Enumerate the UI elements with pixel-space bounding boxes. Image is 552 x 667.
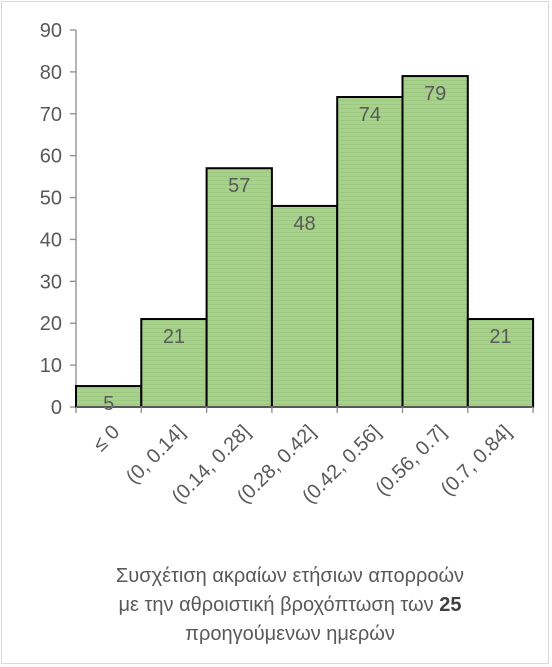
bar (270, 204, 339, 408)
y-tick-label: 20 (40, 313, 62, 335)
caption-line-3: προηγούμενων ημερών (185, 623, 395, 645)
bar (140, 318, 208, 408)
bar-value-label: 5 (103, 393, 114, 415)
y-tick-label: 80 (40, 62, 62, 84)
caption-line-1: Συσχέτιση ακραίων ετήσιων απορροών (115, 565, 465, 587)
bar (401, 75, 469, 408)
y-tick-label: 0 (51, 397, 62, 419)
x-axis-caption: Συσχέτιση ακραίων ετήσιων απορροών με τη… (40, 562, 540, 649)
x-tick-label: ≤ 0 (89, 421, 124, 456)
caption-line-2: με την αθροιστική βροχόπτωση των 25 (40, 591, 540, 620)
x-axis: ≤ 0(0, 0.14](0.14, 0.28](0.28, 0.42](0.4… (75, 406, 534, 508)
y-tick-label: 10 (40, 355, 62, 377)
x-tick-label: (0.56, 0.7] (371, 421, 450, 500)
bar-value-label: 21 (489, 326, 511, 348)
y-tick-label: 70 (40, 104, 62, 126)
bar-value-label: 57 (228, 175, 250, 197)
caption-line-2-text: με την αθροιστική βροχόπτωση των (118, 594, 440, 616)
y-tick-label: 50 (40, 188, 62, 210)
y-tick-label: 30 (40, 271, 62, 293)
x-tick-label: (0.7, 0.84] (437, 421, 516, 500)
bar (336, 96, 404, 409)
y-tick-label: 60 (40, 146, 62, 168)
bar-value-label: 21 (163, 326, 185, 348)
bar-value-label: 48 (293, 213, 315, 235)
y-tick-label: 90 (40, 20, 62, 42)
y-tick-label: 40 (40, 229, 62, 251)
bars-group: 5 21 57 48 74 79 21 (75, 75, 535, 415)
x-tick-label: (0, 0.14] (122, 421, 189, 488)
bar (205, 167, 273, 408)
bar-value-label: 79 (424, 83, 446, 105)
caption-line-2-bold: 25 (439, 594, 462, 616)
y-axis: 0 10 20 30 40 50 60 70 80 90 (40, 20, 77, 419)
bar-value-label: 74 (359, 104, 381, 126)
